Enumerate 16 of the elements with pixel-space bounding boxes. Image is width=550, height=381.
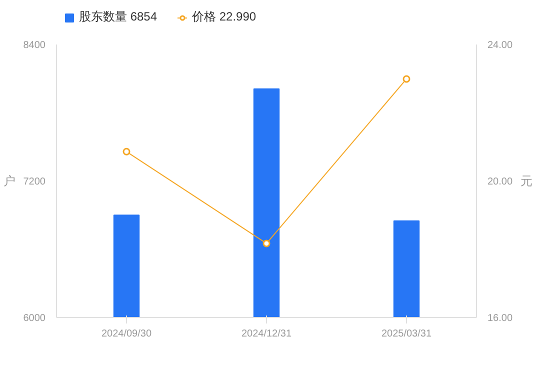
y-tick-label: 6000 <box>23 313 46 324</box>
y2-tick-label: 20.00 <box>488 176 513 188</box>
x-tick-label: 2024/09/30 <box>101 328 152 340</box>
x-tick-label: 2024/12/31 <box>241 328 292 340</box>
point <box>402 75 410 83</box>
point <box>262 240 270 248</box>
y-axis-title: 户 <box>3 174 16 188</box>
y2-tick-label: 24.00 <box>488 40 513 51</box>
y2-axis-title: 元 <box>520 174 533 188</box>
y2-tick-label: 16.00 <box>488 313 513 324</box>
y-tick-label: 7200 <box>23 176 46 188</box>
legend-label: 价格 22.990 <box>192 8 256 26</box>
x-tick-label: 2025/03/31 <box>381 328 432 340</box>
point <box>122 148 130 156</box>
y-tick-label: 8400 <box>23 40 46 51</box>
legend-label: 股东数量 6854 <box>79 8 158 26</box>
